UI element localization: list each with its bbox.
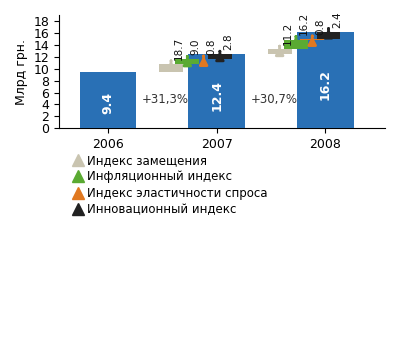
Text: +31,3%: +31,3% xyxy=(142,93,189,106)
Text: 2.4: 2.4 xyxy=(332,11,342,27)
Text: 16.2: 16.2 xyxy=(319,69,332,100)
Legend: Индекс замещения, Инфляционный индекс, Индекс эластичности спроса, Инновационный: Индекс замещения, Инфляционный индекс, И… xyxy=(68,149,272,221)
Text: 0.8: 0.8 xyxy=(207,39,217,55)
FancyBboxPatch shape xyxy=(175,60,199,64)
Bar xyxy=(297,32,354,128)
Text: +30,7%: +30,7% xyxy=(251,93,298,106)
Text: 9.0: 9.0 xyxy=(190,39,200,55)
FancyBboxPatch shape xyxy=(284,40,308,49)
Text: 2.8: 2.8 xyxy=(223,34,233,50)
Bar xyxy=(80,72,136,128)
Text: 11.2: 11.2 xyxy=(283,22,293,45)
FancyBboxPatch shape xyxy=(316,32,340,39)
Text: 16.2: 16.2 xyxy=(299,12,309,35)
Text: 9.4: 9.4 xyxy=(102,92,114,114)
FancyBboxPatch shape xyxy=(159,64,183,72)
FancyBboxPatch shape xyxy=(208,54,232,59)
FancyBboxPatch shape xyxy=(300,39,324,40)
FancyBboxPatch shape xyxy=(268,49,292,54)
Text: 0.8: 0.8 xyxy=(316,19,326,35)
Bar xyxy=(188,54,245,128)
Text: 12.4: 12.4 xyxy=(210,80,223,111)
Y-axis label: Млрд грн.: Млрд грн. xyxy=(15,39,28,105)
FancyBboxPatch shape xyxy=(192,59,216,60)
Text: 18.7: 18.7 xyxy=(174,36,184,60)
